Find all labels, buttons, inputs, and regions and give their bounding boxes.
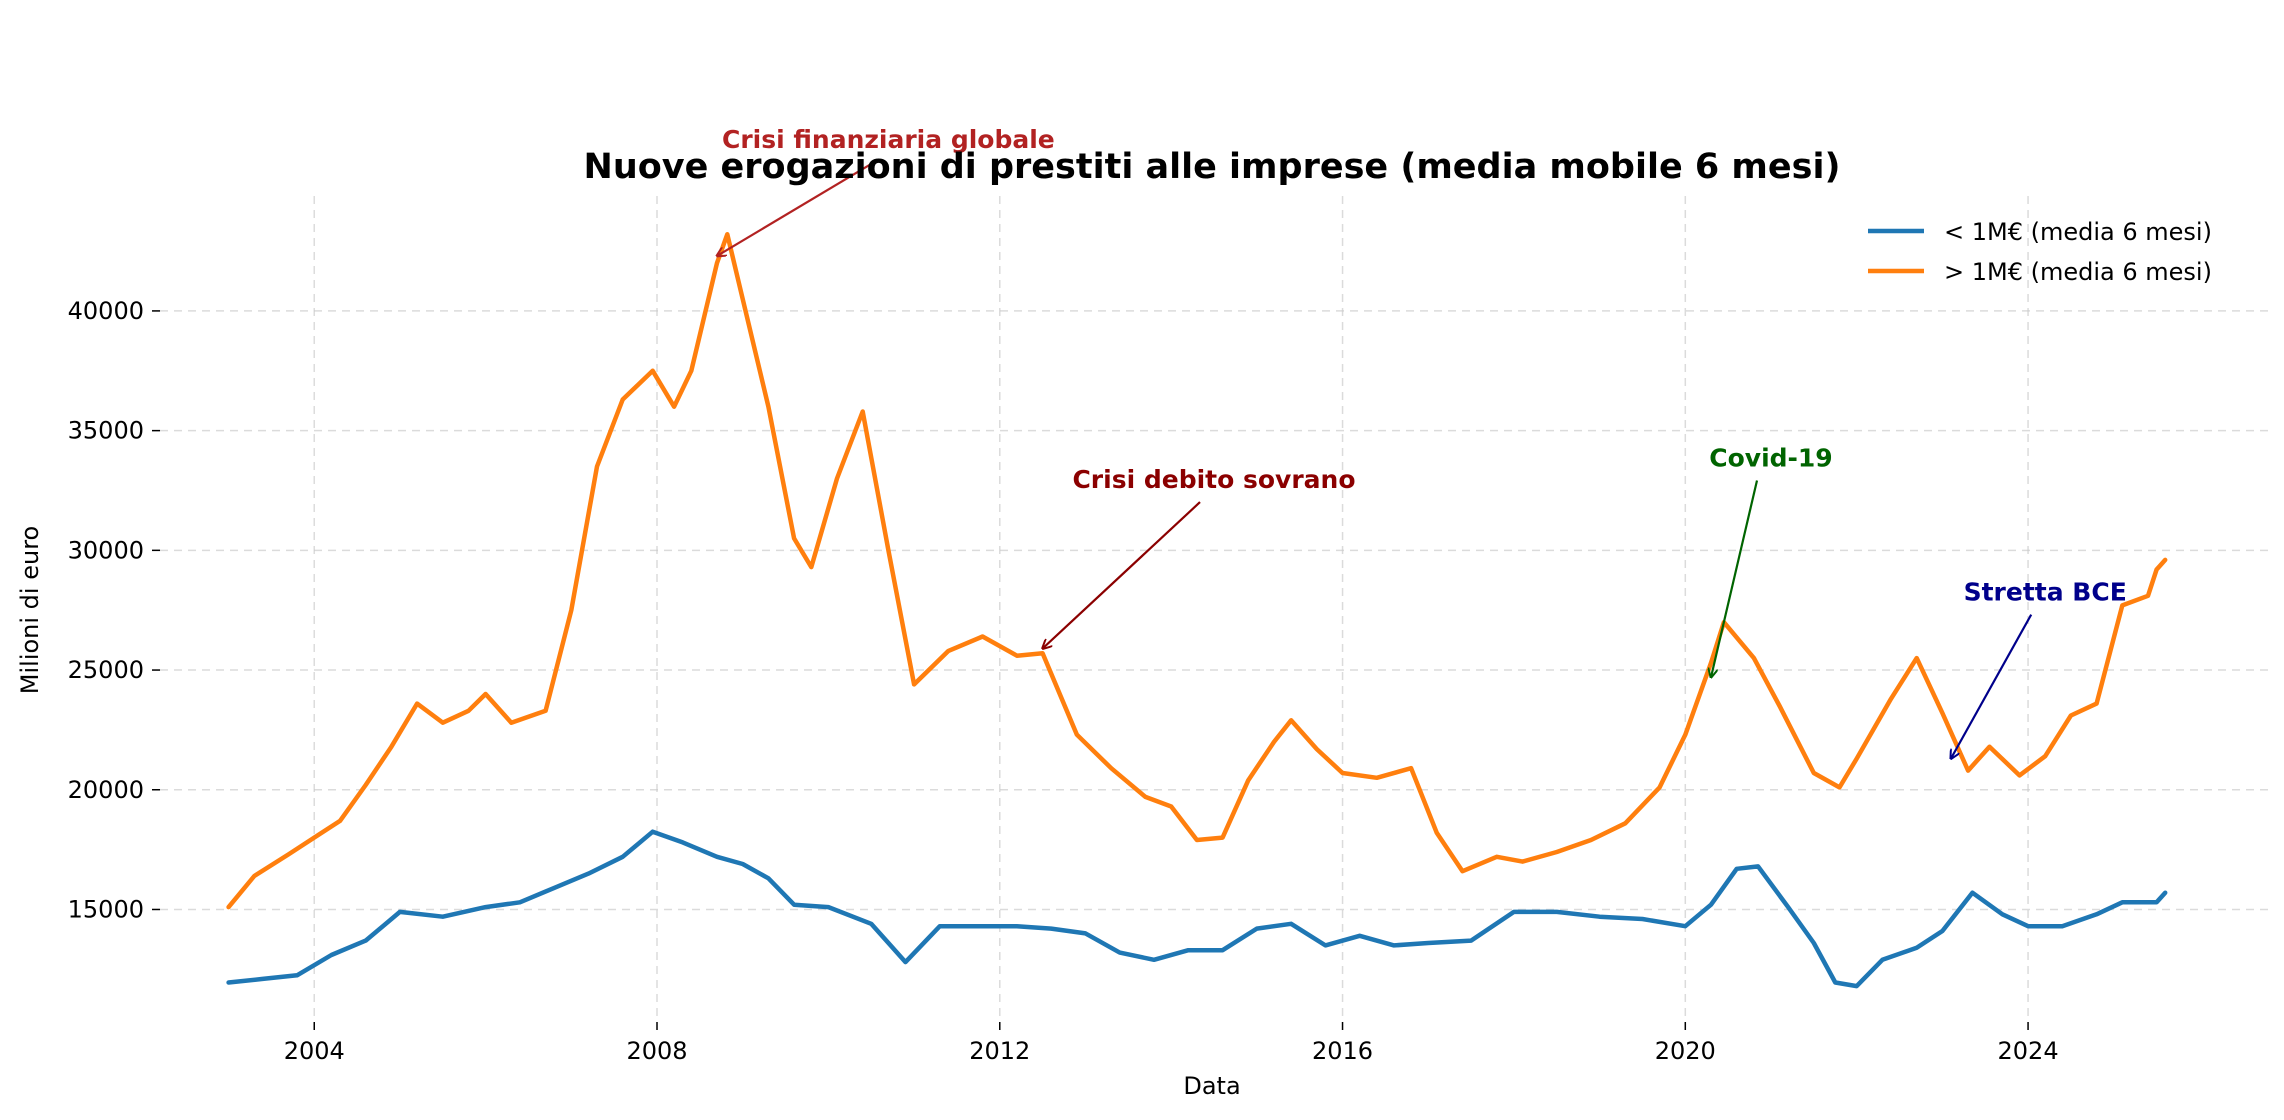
y-tick-label: 35000 bbox=[68, 417, 144, 445]
x-tick-label: 2024 bbox=[1998, 1037, 2059, 1065]
annotation-label: Crisi debito sovrano bbox=[1072, 465, 1355, 494]
annotation-arrow bbox=[1951, 614, 2033, 759]
y-tick-label: 15000 bbox=[68, 895, 144, 923]
x-tick-label: 2016 bbox=[1312, 1037, 1373, 1065]
legend: < 1M€ (media 6 mesi) > 1M€ (media 6 mesi) bbox=[1868, 218, 2212, 286]
series-line-1 bbox=[226, 829, 2168, 989]
annotation-arrow bbox=[717, 161, 875, 256]
annotations: Crisi finanziaria globale Crisi debito so… bbox=[717, 125, 2127, 758]
series-lines bbox=[226, 232, 2168, 989]
x-axis-label: Data bbox=[1183, 1072, 1240, 1100]
x-tick-label: 2020 bbox=[1655, 1037, 1716, 1065]
annotation-arrow bbox=[1043, 501, 1201, 648]
chart-title: Nuove erogazioni di prestiti alle impres… bbox=[584, 147, 1841, 187]
x-tick-label: 2012 bbox=[969, 1037, 1030, 1065]
x-tick-label: 2004 bbox=[284, 1037, 345, 1065]
y-axis-label: Milioni di euro bbox=[16, 526, 44, 694]
axis-ticks: 2004 2008 2012 2016 2020 2024 15000 20000 25000 3… bbox=[68, 297, 2059, 1065]
legend-label: > 1M€ (media 6 mesi) bbox=[1944, 258, 2212, 286]
annotation-label: Crisi finanziaria globale bbox=[722, 125, 1055, 154]
y-tick-label: 20000 bbox=[68, 776, 144, 804]
y-tick-label: 30000 bbox=[68, 536, 144, 564]
x-tick-label: 2008 bbox=[626, 1037, 687, 1065]
annotation-arrow bbox=[1711, 480, 1759, 678]
grid bbox=[160, 196, 2268, 1022]
annotation-label: Stretta BCE bbox=[1964, 578, 2127, 607]
annotation-label: Covid-19 bbox=[1709, 444, 1832, 473]
y-tick-label: 25000 bbox=[68, 656, 144, 684]
legend-label: < 1M€ (media 6 mesi) bbox=[1944, 218, 2212, 246]
series-line-2 bbox=[226, 232, 2168, 910]
y-tick-label: 40000 bbox=[68, 297, 144, 325]
